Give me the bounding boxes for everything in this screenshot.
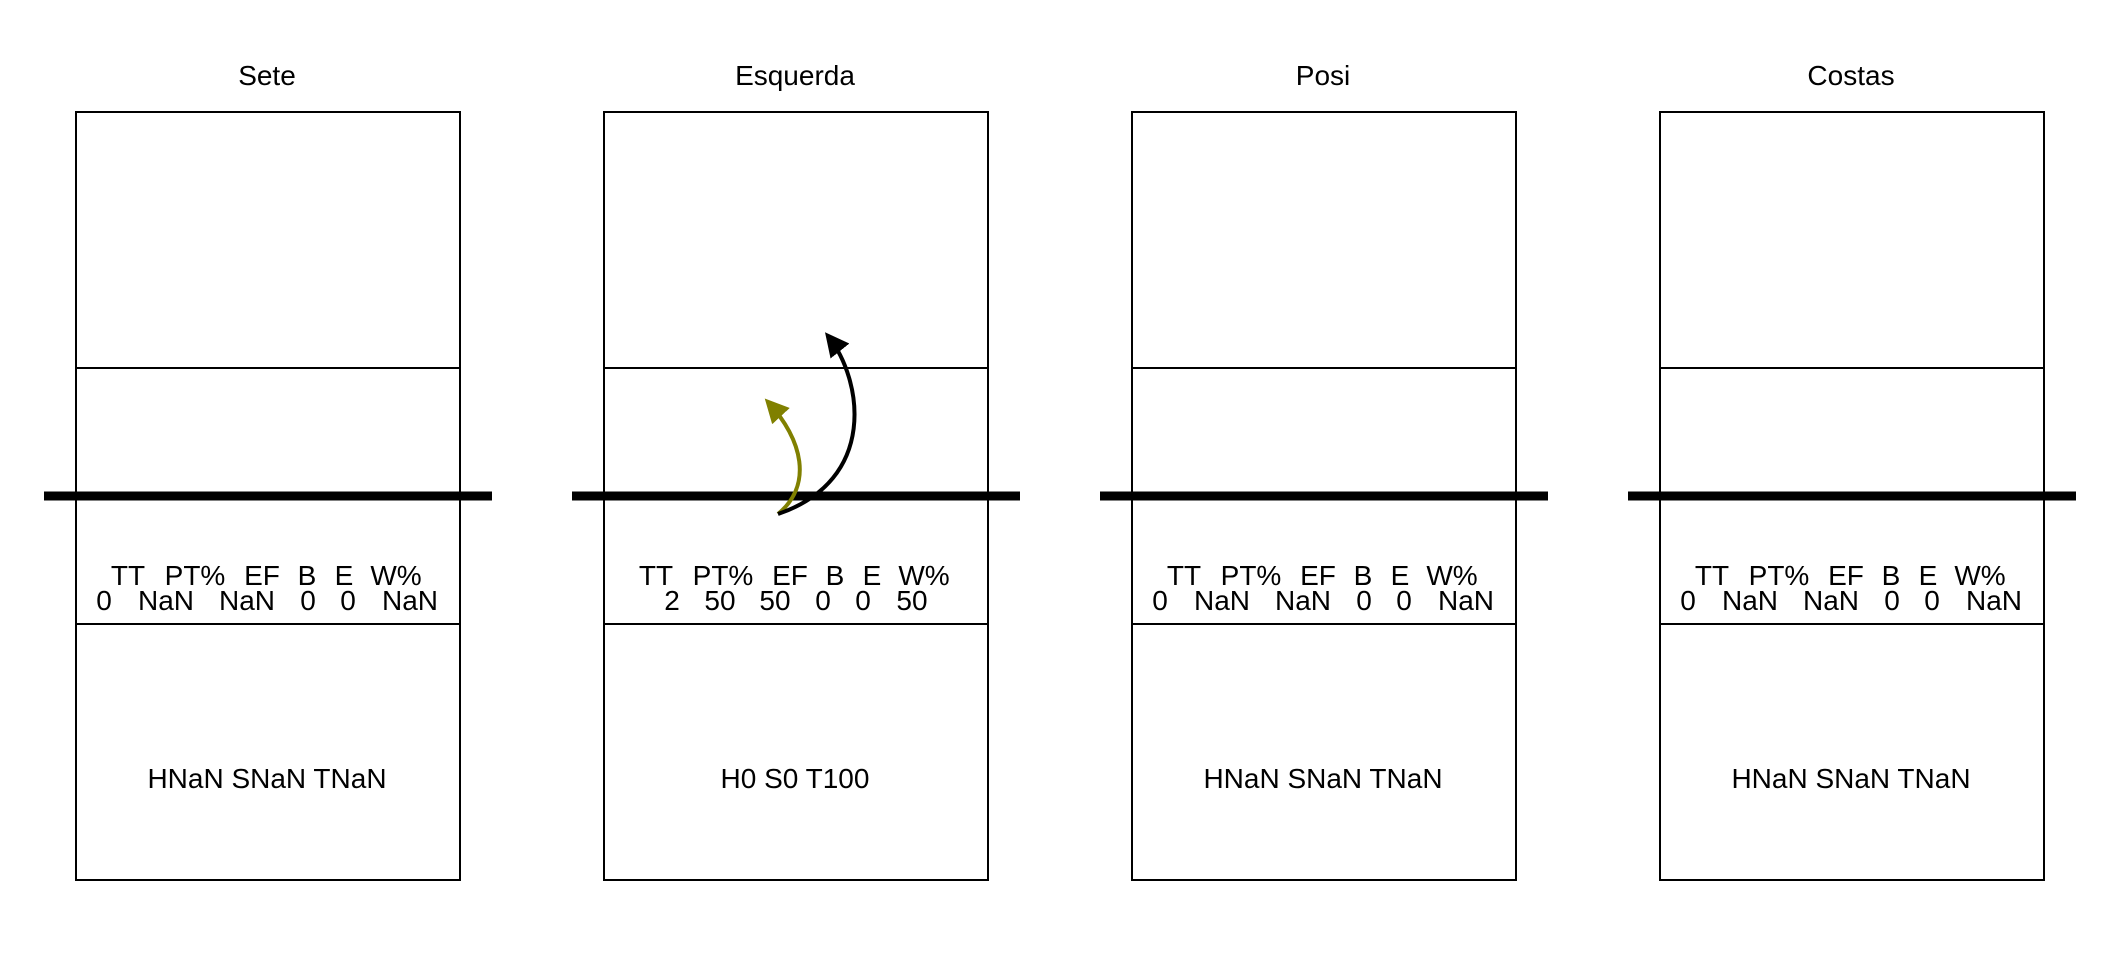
stats-table: TT PT% EF B E W% 2 50 50 0 0 50 <box>639 560 950 616</box>
stat-value-w: 50 <box>896 585 927 616</box>
stat-header-b: B <box>298 560 317 591</box>
panel-title: Costas <box>1807 60 1894 91</box>
stat-value-w: NaN <box>1966 585 2022 616</box>
stat-header-e: E <box>1391 560 1410 591</box>
attack-arrow-black <box>777 332 857 516</box>
stat-header-b: B <box>826 560 845 591</box>
panel-costas: Costas TT PT% EF B E W% 0 NaN NaN 0 0 Na… <box>1628 60 2076 881</box>
stat-value-b: 0 <box>815 585 831 616</box>
stat-value-ef: NaN <box>219 585 275 616</box>
stat-value-pt: NaN <box>1194 585 1250 616</box>
panel-title: Esquerda <box>735 60 855 91</box>
stat-value-e: 0 <box>855 585 871 616</box>
stat-value-ef: 50 <box>759 585 790 616</box>
stat-value-ef: NaN <box>1275 585 1331 616</box>
stat-header-b: B <box>1882 560 1901 591</box>
panel-footer: HNaN SNaN TNaN <box>147 763 386 794</box>
stat-header-pt: PT% <box>1221 560 1282 591</box>
stat-header-ef: EF <box>244 560 280 591</box>
stat-header-tt: TT <box>1167 560 1201 591</box>
panel-title: Sete <box>238 60 296 91</box>
stat-header-w: W% <box>898 560 949 591</box>
attack-arrow-olive <box>764 398 802 516</box>
stat-header-e: E <box>1919 560 1938 591</box>
stats-table: TT PT% EF B E W% 0 NaN NaN 0 0 NaN <box>1680 560 2022 616</box>
stat-header-e: E <box>335 560 354 591</box>
stat-header-w: W% <box>1954 560 2005 591</box>
panel-sete: Sete TT PT% EF B E W% 0 NaN NaN 0 0 NaN … <box>44 60 492 881</box>
panel-footer: H0 S0 T100 <box>721 763 870 794</box>
stat-header-pt: PT% <box>693 560 754 591</box>
stat-header-ef: EF <box>772 560 808 591</box>
stat-value-tt: 0 <box>1680 585 1696 616</box>
stat-header-w: W% <box>370 560 421 591</box>
stat-value-pt: 50 <box>704 585 735 616</box>
stat-value-pt: NaN <box>138 585 194 616</box>
stat-value-e: 0 <box>340 585 356 616</box>
stat-value-b: 0 <box>300 585 316 616</box>
stat-value-w: NaN <box>382 585 438 616</box>
panel-title: Posi <box>1296 60 1350 91</box>
panel-footer: HNaN SNaN TNaN <box>1731 763 1970 794</box>
stat-header-tt: TT <box>639 560 673 591</box>
stat-value-tt: 0 <box>96 585 112 616</box>
stats-table: TT PT% EF B E W% 0 NaN NaN 0 0 NaN <box>1152 560 1494 616</box>
stat-header-ef: EF <box>1828 560 1864 591</box>
stat-value-e: 0 <box>1396 585 1412 616</box>
stat-value-tt: 2 <box>664 585 680 616</box>
panel-posi: Posi TT PT% EF B E W% 0 NaN NaN 0 0 NaN … <box>1100 60 1548 881</box>
stat-header-pt: PT% <box>165 560 226 591</box>
stat-value-b: 0 <box>1884 585 1900 616</box>
stat-value-b: 0 <box>1356 585 1372 616</box>
stat-header-w: W% <box>1426 560 1477 591</box>
stat-value-w: NaN <box>1438 585 1494 616</box>
stat-value-ef: NaN <box>1803 585 1859 616</box>
stat-value-pt: NaN <box>1722 585 1778 616</box>
stat-header-tt: TT <box>111 560 145 591</box>
stat-header-pt: PT% <box>1749 560 1810 591</box>
stat-header-ef: EF <box>1300 560 1336 591</box>
stat-header-b: B <box>1354 560 1373 591</box>
stat-header-e: E <box>863 560 882 591</box>
panel-footer: HNaN SNaN TNaN <box>1203 763 1442 794</box>
stats-table: TT PT% EF B E W% 0 NaN NaN 0 0 NaN <box>96 560 438 616</box>
stat-value-tt: 0 <box>1152 585 1168 616</box>
stat-header-tt: TT <box>1695 560 1729 591</box>
stat-value-e: 0 <box>1924 585 1940 616</box>
panel-esquerda: Esquerda TT PT% EF B E W% 2 50 50 0 0 50… <box>572 60 1020 881</box>
